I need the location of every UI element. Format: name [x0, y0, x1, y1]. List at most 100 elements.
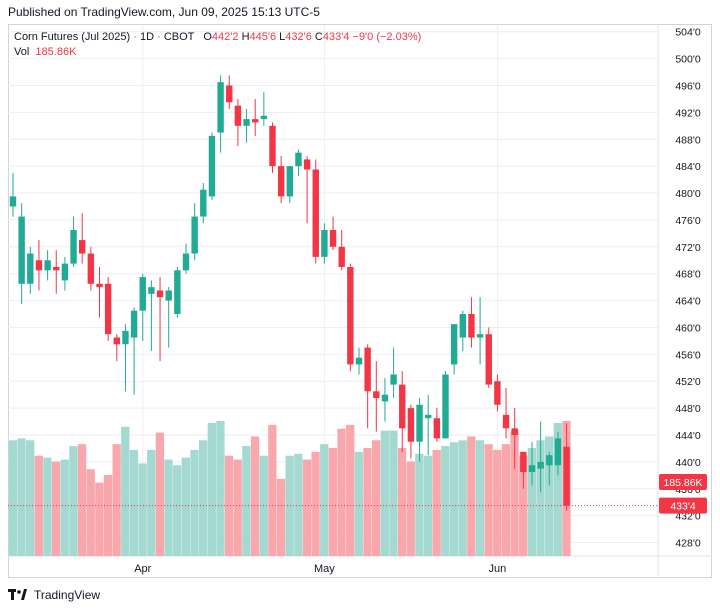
- symbol-legend: Corn Futures (Jul 2025) · 1D · CBOT O442…: [14, 31, 422, 43]
- y-tick-label: 464'0: [675, 296, 701, 308]
- volume-bar: [121, 426, 130, 556]
- volume-bar: [60, 459, 69, 556]
- candle-body: [416, 404, 423, 442]
- candle-body: [338, 246, 345, 267]
- y-tick-label: 444'0: [675, 430, 701, 442]
- candle-body: [113, 337, 120, 345]
- candle-body: [18, 216, 25, 284]
- candle-body: [70, 230, 77, 264]
- y-tick-label: 468'0: [675, 269, 701, 281]
- candle-body: [321, 230, 328, 257]
- volume-bar: [147, 449, 156, 556]
- volume-bar: [536, 440, 545, 556]
- volume-bar: [242, 446, 251, 556]
- volume-bar: [199, 440, 208, 556]
- volume-bar: [397, 448, 407, 556]
- volume-value: 185.86K: [35, 46, 77, 58]
- candle-body: [252, 119, 259, 123]
- candle-body: [104, 283, 112, 335]
- legend-change: −9'0 (−2.03%): [352, 31, 422, 43]
- candle-body: [130, 310, 138, 338]
- y-tick-label: 488'0: [675, 134, 701, 146]
- y-tick-label: 452'0: [675, 376, 701, 388]
- x-tick-label: Apr: [134, 563, 151, 575]
- volume-bar: [372, 440, 381, 556]
- y-tick-label: 432'0: [675, 511, 701, 523]
- candle-body: [122, 330, 129, 345]
- candle-body: [217, 82, 224, 133]
- volume-bar: [328, 448, 338, 556]
- volume-bar: [415, 453, 424, 556]
- candle-body: [485, 334, 492, 385]
- legend-low-label: L: [279, 31, 286, 43]
- candle-body: [286, 166, 293, 197]
- candle-body: [537, 461, 544, 469]
- y-tick-label: 492'0: [675, 107, 701, 119]
- volume-bar: [337, 428, 346, 556]
- volume-bar: [138, 463, 147, 556]
- volume-bar: [95, 482, 104, 556]
- volume-bar: [224, 455, 234, 556]
- candle-body: [234, 105, 242, 126]
- volume-bar: [17, 438, 26, 556]
- y-tick-label: 500'0: [675, 54, 701, 66]
- legend-open-value: 442'2: [211, 31, 239, 43]
- candle-body: [9, 196, 17, 207]
- volume-label[interactable]: Vol: [14, 46, 30, 58]
- candle-body: [381, 394, 389, 402]
- candle-body: [450, 324, 458, 365]
- candle-body: [502, 414, 510, 429]
- volume-bar: [155, 432, 165, 556]
- candle-body: [53, 266, 60, 271]
- y-tick-label: 448'0: [675, 403, 701, 415]
- legend-high-label: H: [241, 31, 250, 43]
- candle-body: [191, 216, 198, 254]
- volume-bar: [320, 444, 329, 556]
- candle-body: [347, 266, 354, 365]
- legend-interval[interactable]: 1D: [139, 31, 155, 43]
- volume-legend: Vol 185.86K: [14, 45, 76, 60]
- candle-body: [277, 166, 285, 197]
- volume-bar: [207, 422, 216, 556]
- volume-bar: [233, 459, 242, 556]
- candle-body: [79, 240, 86, 254]
- candle-body: [476, 334, 484, 338]
- volume-bar: [475, 440, 485, 556]
- candle-body: [459, 314, 466, 338]
- legend-open-label: O: [203, 31, 212, 43]
- volume-bar: [389, 430, 398, 556]
- candle-body: [295, 152, 302, 167]
- volume-bar: [449, 442, 459, 556]
- volume-bar: [276, 478, 286, 556]
- candle-body: [87, 253, 95, 284]
- volume-bar: [86, 469, 95, 556]
- candle-body: [546, 455, 553, 466]
- candle-body: [312, 169, 319, 257]
- volume-bar: [311, 451, 320, 556]
- volume-bar: [268, 424, 277, 556]
- volume-bar: [294, 453, 303, 556]
- candle-body: [355, 357, 363, 365]
- volume-bar: [250, 436, 260, 556]
- candle-body: [563, 446, 570, 506]
- volume-bar: [173, 465, 182, 556]
- volume-bar: [484, 444, 493, 556]
- volume-bar: [43, 457, 52, 556]
- x-tick-label: May: [314, 563, 335, 575]
- x-tick-label: Jun: [489, 563, 507, 575]
- volume-bar: [519, 455, 528, 556]
- footer-brand[interactable]: TradingView: [8, 584, 100, 606]
- candle-body: [44, 260, 51, 271]
- candle-body: [61, 263, 69, 281]
- volume-bar: [441, 446, 450, 556]
- candle-body: [494, 381, 501, 405]
- candle-body: [139, 277, 146, 311]
- legend-symbol[interactable]: Corn Futures (Jul 2025): [14, 31, 131, 43]
- tradingview-logo-icon: [8, 589, 28, 601]
- candle-body: [226, 85, 233, 103]
- candle-body: [554, 438, 562, 466]
- candle-body: [442, 374, 449, 439]
- volume-bar: [103, 475, 113, 556]
- candle-body: [208, 135, 216, 197]
